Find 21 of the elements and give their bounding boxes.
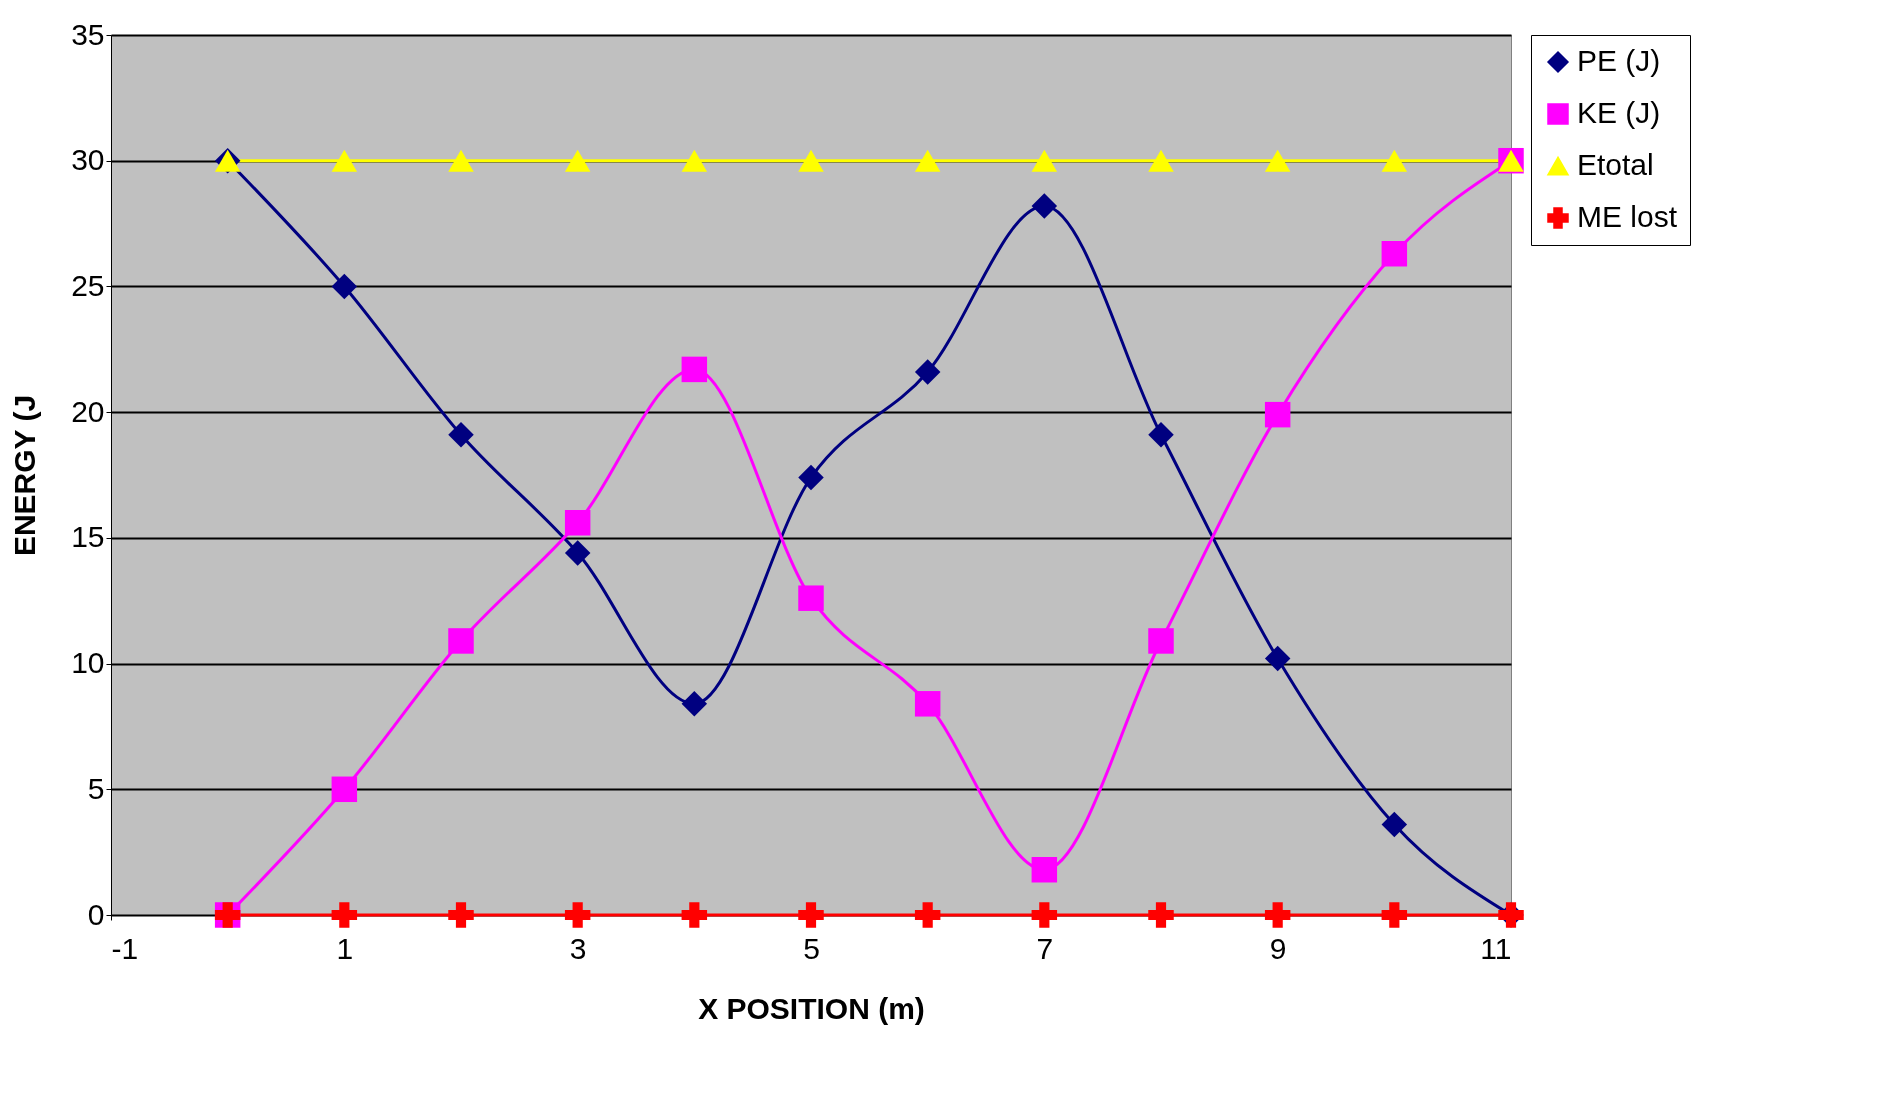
y-tick-label: 25: [71, 268, 105, 302]
x-tick-label: 5: [803, 931, 820, 965]
y-tick-label: 0: [87, 897, 105, 931]
x-axis-title: X POSITION (m): [698, 991, 925, 1025]
y-tick-label: 15: [71, 520, 105, 554]
x-tick-label: 11: [1480, 931, 1512, 965]
x-tick-label: -1: [111, 931, 139, 965]
x-tick-label: 1: [336, 931, 354, 965]
y-tick-label: 35: [71, 17, 105, 51]
legend-label: PE (J): [1577, 44, 1661, 77]
x-tick-label: 7: [1036, 931, 1054, 965]
x-tick-label: 3: [569, 931, 587, 965]
legend-label: ME lost: [1577, 200, 1678, 233]
y-tick-label: 10: [71, 646, 105, 680]
y-tick-label: 5: [87, 771, 105, 805]
legend-label: KE (J): [1577, 96, 1661, 129]
x-tick-label: 9: [1269, 931, 1287, 965]
y-axis-title: ENERGY (J: [8, 394, 42, 557]
y-tick-label: 20: [71, 394, 105, 428]
y-tick-label: 30: [71, 143, 105, 177]
legend-label: Etotal: [1577, 148, 1654, 181]
